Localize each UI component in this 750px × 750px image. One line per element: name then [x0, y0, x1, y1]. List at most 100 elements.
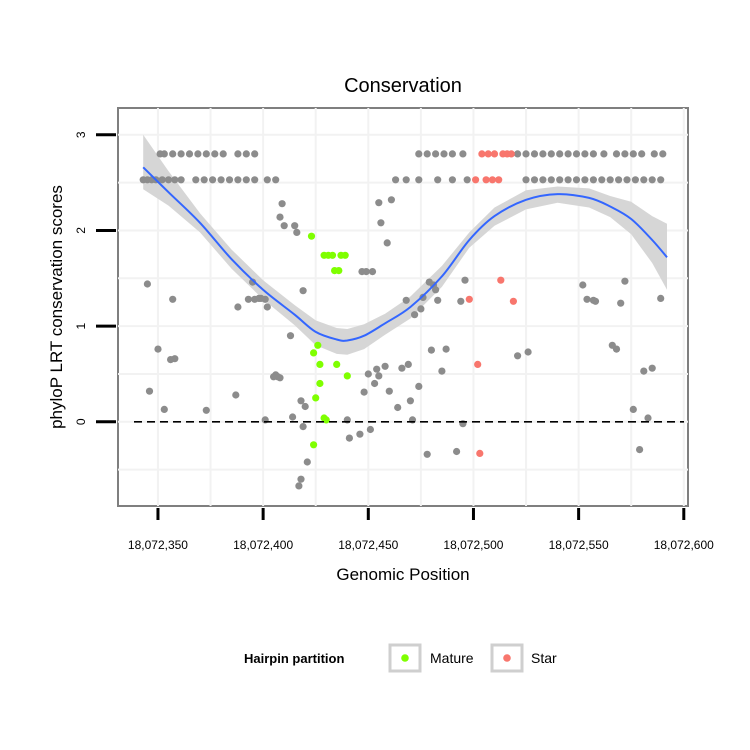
data-point-star — [488, 176, 496, 184]
data-point-other — [600, 150, 608, 158]
x-tick-label: 18,072,500 — [443, 538, 503, 552]
data-point-other — [377, 219, 385, 227]
data-point-other — [234, 303, 242, 311]
data-point-other — [364, 370, 372, 378]
data-point-other — [648, 176, 656, 184]
data-point-star — [476, 449, 484, 457]
data-point-other — [572, 176, 581, 184]
data-point-other — [579, 281, 587, 289]
data-point-other — [539, 150, 547, 158]
data-point-other — [394, 403, 402, 412]
y-tick-label: 0 — [74, 418, 88, 425]
data-point-other — [657, 176, 665, 184]
data-point-other — [263, 176, 271, 184]
data-point-other — [432, 286, 440, 294]
data-point-other — [164, 176, 173, 184]
data-point-other — [154, 345, 162, 353]
data-point-mature — [312, 394, 320, 402]
data-point-other — [423, 450, 431, 458]
data-point-other — [463, 176, 471, 184]
data-point-other — [356, 430, 364, 438]
data-point-mature — [316, 379, 324, 388]
data-point-other — [242, 176, 250, 184]
data-points — [139, 150, 667, 490]
data-point-other — [612, 345, 621, 353]
data-point-star — [490, 150, 499, 158]
x-tick-label: 18,072,600 — [654, 538, 714, 552]
data-point-other — [415, 150, 423, 158]
data-point-other — [404, 360, 412, 368]
legend-entry-star: Star — [490, 643, 557, 673]
data-point-other — [434, 176, 442, 184]
data-point-other — [453, 447, 461, 456]
data-point-other — [547, 176, 555, 184]
data-point-other — [217, 176, 225, 184]
data-point-other — [345, 434, 353, 442]
data-point-other — [251, 176, 259, 184]
data-point-other — [539, 176, 547, 184]
data-point-other — [202, 150, 210, 158]
x-tick-label: 18,072,400 — [233, 538, 293, 552]
data-point-other — [177, 150, 185, 158]
data-point-other — [375, 372, 383, 380]
data-point-other — [522, 150, 530, 158]
data-point-other — [598, 176, 606, 184]
data-point-other — [398, 364, 406, 372]
data-point-other — [202, 406, 210, 414]
data-point-other — [200, 176, 208, 184]
data-point-other — [623, 176, 631, 184]
data-point-other — [442, 345, 450, 353]
x-tick-label: 18,072,350 — [128, 538, 188, 552]
data-point-other — [177, 176, 185, 184]
data-point-other — [556, 150, 564, 158]
data-point-star — [478, 150, 486, 158]
data-point-other — [171, 355, 179, 363]
data-point-other — [427, 346, 435, 354]
data-point-mature — [343, 372, 351, 380]
x-tick-label: 18,072,550 — [549, 538, 609, 552]
data-point-other — [232, 391, 240, 399]
data-point-star — [507, 150, 515, 158]
data-point-other — [276, 213, 284, 221]
data-point-other — [261, 295, 269, 303]
data-point-other — [244, 295, 252, 303]
data-point-mature — [310, 349, 318, 357]
data-point-other — [278, 200, 286, 208]
data-point-star — [472, 176, 480, 184]
x-tick-label: 18,072,450 — [338, 538, 398, 552]
data-point-other — [387, 196, 395, 204]
data-point-mature — [316, 360, 324, 368]
data-point-star — [509, 297, 517, 305]
data-point-star — [495, 176, 503, 184]
data-point-other — [417, 305, 425, 313]
data-point-other — [524, 348, 532, 356]
data-point-other — [448, 150, 456, 158]
data-point-other — [291, 222, 299, 230]
data-point-other — [192, 176, 200, 184]
data-point-other — [581, 176, 589, 184]
data-point-mature — [307, 232, 316, 240]
data-point-other — [461, 276, 469, 284]
data-point-star — [484, 150, 492, 158]
data-point-other — [629, 405, 637, 413]
y-axis: 0 1 2 3 — [74, 131, 116, 425]
y-axis-title: phyloP LRT conservation scores — [47, 185, 66, 429]
data-point-other — [276, 374, 284, 382]
data-point-other — [160, 405, 168, 413]
data-point-other — [242, 150, 250, 158]
data-point-other — [638, 150, 646, 158]
data-point-other — [169, 295, 177, 303]
data-point-other — [301, 402, 309, 411]
data-point-other — [160, 150, 168, 158]
data-point-other — [438, 367, 446, 375]
data-point-mature — [335, 267, 343, 275]
data-point-mature — [341, 251, 349, 259]
x-axis: 18,072,350 18,072,400 18,072,450 18,072,500… — [128, 508, 714, 552]
data-point-other — [659, 150, 667, 158]
data-point-other — [219, 150, 227, 158]
data-point-other — [297, 475, 305, 483]
data-point-other — [514, 352, 522, 360]
data-point-other — [650, 150, 658, 158]
legend-marker-star — [503, 654, 511, 662]
